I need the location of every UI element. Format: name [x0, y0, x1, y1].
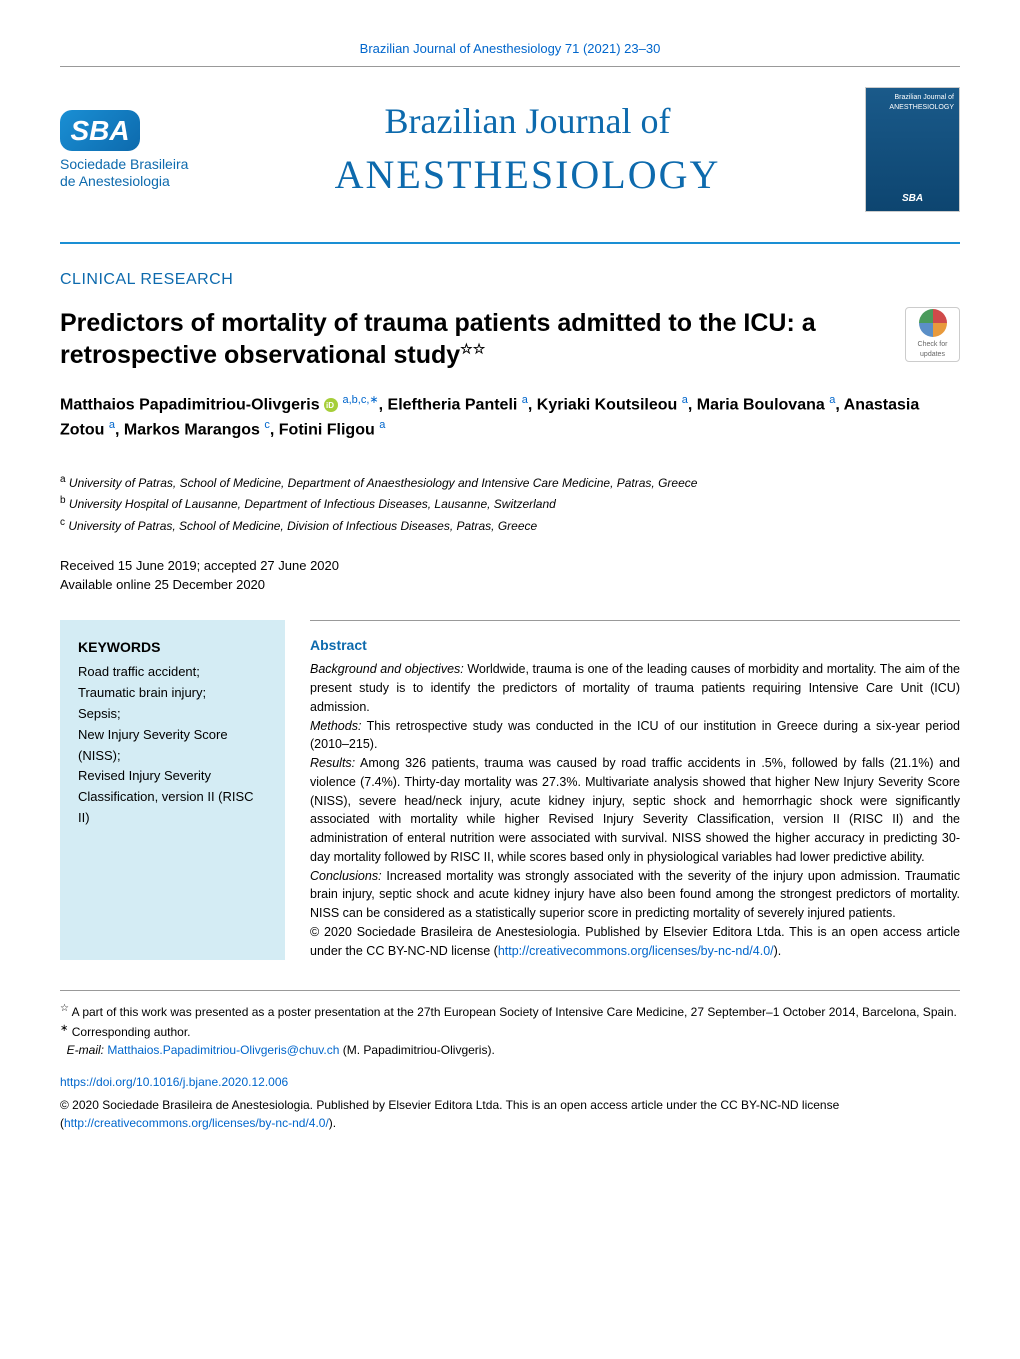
section-label: CLINICAL RESEARCH [60, 269, 960, 291]
license-link[interactable]: http://creativecommons.org/licenses/by-n… [498, 944, 774, 958]
journal-title-line1: Brazilian Journal of [190, 96, 865, 146]
abstract-methods: This retrospective study was conducted i… [310, 719, 960, 752]
abstract-box: Abstract Background and objectives: Worl… [310, 620, 960, 961]
cover-title: Brazilian Journal of ANESTHESIOLOGY [871, 93, 954, 113]
abstract-copyright-end: ). [774, 944, 782, 958]
check-updates-badge[interactable]: Check for updates [905, 307, 960, 362]
divider [60, 242, 960, 244]
keywords-list: Road traffic accident;Traumatic brain in… [78, 662, 267, 828]
divider [310, 620, 960, 621]
title-row: Predictors of mortality of trauma patien… [60, 307, 960, 372]
abstract-conclusions: Increased mortality was strongly associa… [310, 869, 960, 921]
doi-link[interactable]: https://doi.org/10.1016/j.bjane.2020.12.… [60, 1074, 960, 1091]
check-updates-text: Check for updates [906, 340, 959, 360]
crossmark-icon [919, 309, 947, 337]
keywords-title: KEYWORDS [78, 638, 267, 658]
abstract-background-label: Background and objectives: [310, 662, 464, 676]
article-title: Predictors of mortality of trauma patien… [60, 307, 885, 372]
abstract-conclusions-label: Conclusions: [310, 869, 382, 883]
abstract-results: Among 326 patients, trauma was caused by… [310, 756, 960, 864]
journal-title: Brazilian Journal of ANESTHESIOLOGY [190, 96, 865, 202]
abstract-results-label: Results: [310, 756, 355, 770]
dates: Received 15 June 2019; accepted 27 June … [60, 556, 960, 595]
affiliations: a University of Patras, School of Medici… [60, 472, 960, 536]
footnotes: ☆ A part of this work was presented as a… [60, 990, 960, 1059]
journal-title-line2: ANESTHESIOLOGY [190, 147, 865, 203]
footnote-email: E-mail: Matthaios.Papadimitriou-Olivgeri… [60, 1041, 960, 1059]
email-link[interactable]: Matthaios.Papadimitriou-Olivgeris@chuv.c… [107, 1043, 339, 1057]
online-date: Available online 25 December 2020 [60, 575, 960, 595]
keywords-box: KEYWORDS Road traffic accident;Traumatic… [60, 620, 285, 961]
sba-logo-icon: SBA [60, 110, 140, 151]
cover-sba: SBA [871, 192, 954, 206]
license-link-bottom[interactable]: http://creativecommons.org/licenses/by-n… [64, 1116, 329, 1130]
bottom-copyright: © 2020 Sociedade Brasileira de Anestesio… [60, 1096, 960, 1132]
abstract-title: Abstract [310, 636, 960, 656]
divider [60, 66, 960, 67]
orcid-icon[interactable] [324, 398, 338, 412]
masthead: SBA Sociedade Brasileira de Anestesiolog… [60, 87, 960, 212]
header-citation: Brazilian Journal of Anesthesiology 71 (… [60, 40, 960, 58]
publisher-name: Sociedade Brasileira de Anestesiologia [60, 156, 190, 190]
publisher-logo: SBA Sociedade Brasileira de Anestesiolog… [60, 110, 190, 190]
footnote-presentation: ☆ A part of this work was presented as a… [60, 1001, 960, 1021]
authors-list: Matthaios Papadimitriou-Olivgeris a,b,c,… [60, 392, 960, 443]
journal-cover-thumbnail: Brazilian Journal of ANESTHESIOLOGY SBA [865, 87, 960, 212]
content-row: KEYWORDS Road traffic accident;Traumatic… [60, 620, 960, 961]
abstract-methods-label: Methods: [310, 719, 361, 733]
received-date: Received 15 June 2019; accepted 27 June … [60, 556, 960, 576]
footnote-corresponding: ∗ Corresponding author. [60, 1021, 960, 1041]
abstract-text: Background and objectives: Worldwide, tr… [310, 660, 960, 960]
